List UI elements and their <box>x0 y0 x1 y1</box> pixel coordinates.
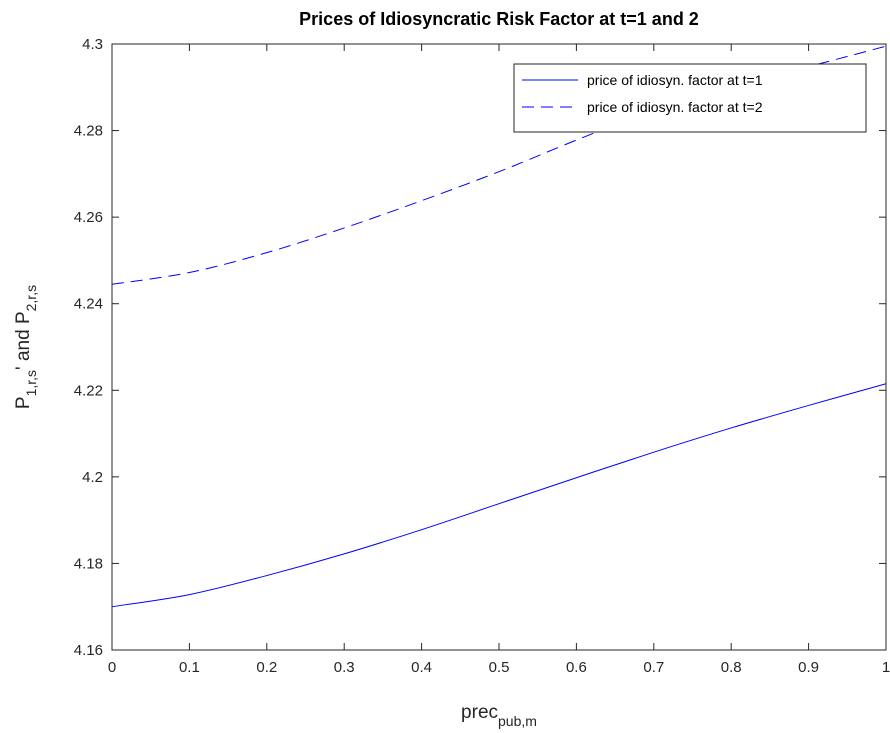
x-tick-label: 0.9 <box>798 659 819 676</box>
x-tick-label: 0.8 <box>721 659 742 676</box>
x-axis-label: precpub,m <box>461 702 537 729</box>
y-tick-label: 4.26 <box>74 209 103 226</box>
x-tick-label: 0.1 <box>179 659 200 676</box>
x-tick-label: 0.6 <box>566 659 587 676</box>
x-tick-label: 0.2 <box>256 659 277 676</box>
y-tick-label: 4.24 <box>74 296 103 313</box>
y-tick-label: 4.22 <box>74 382 103 399</box>
x-tick-label: 1 <box>882 659 890 676</box>
x-tick-label: 0 <box>108 659 116 676</box>
y-axis-label-base: P <box>13 396 34 409</box>
x-ticks: 0 0.1 0.2 0.3 0.4 0.5 0.6 0.7 0.8 0.9 1 <box>108 44 890 676</box>
legend: price of idiosyn. factor at t=1 price of … <box>513 63 867 133</box>
y-axis-label-sub: 2,r,s <box>23 285 39 311</box>
x-axis-label-sub: pub,m <box>498 713 537 729</box>
legend-box <box>513 63 867 133</box>
chart-title: Prices of Idiosyncratic Risk Factor at t… <box>299 9 699 29</box>
x-axis-label-base: prec <box>461 702 498 723</box>
y-tick-label: 4.28 <box>74 123 103 140</box>
y-tick-label: 4.16 <box>74 642 103 659</box>
y-axis-label-sub: 1,r,s <box>23 370 39 396</box>
y-axis-label: P1,r,s' and P2,r,s <box>13 285 39 409</box>
x-tick-label: 0.7 <box>643 659 664 676</box>
y-tick-label: 4.18 <box>74 555 103 572</box>
y-tick-label: 4.2 <box>82 469 103 486</box>
legend-label-1: price of idiosyn. factor at t=1 <box>587 72 763 88</box>
y-tick-label: 4.3 <box>82 36 103 53</box>
x-tick-label: 0.3 <box>334 659 355 676</box>
x-tick-label: 0.5 <box>489 659 510 676</box>
legend-label-2: price of idiosyn. factor at t=2 <box>587 99 763 115</box>
y-ticks: 4.16 4.18 4.2 4.22 4.24 4.26 4.28 4.3 <box>74 36 886 659</box>
x-tick-label: 0.4 <box>411 659 432 676</box>
plot-area <box>112 44 886 650</box>
legend-items: price of idiosyn. factor at t=1 price of … <box>522 72 763 115</box>
series-line-1 <box>111 383 887 608</box>
y-axis-label-base: ' and P <box>13 311 34 370</box>
